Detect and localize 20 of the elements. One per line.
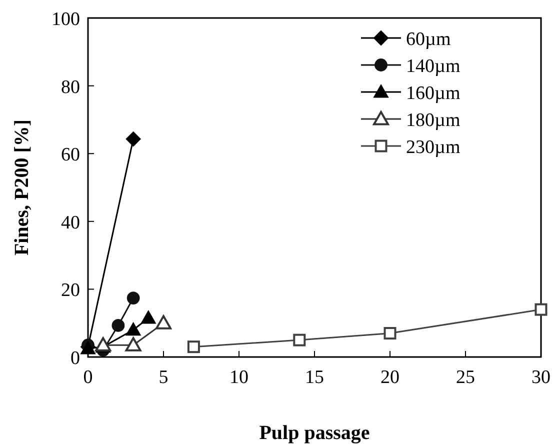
y-axis-title: Fines, P200 [%] <box>11 119 33 256</box>
x-tick-label: 10 <box>230 367 248 388</box>
y-tick-label: 40 <box>61 212 80 234</box>
legend-label: 160µm <box>406 83 460 104</box>
legend-label: 140µm <box>406 56 460 77</box>
x-tick-label: 30 <box>532 367 550 388</box>
x-tick-label: 25 <box>456 367 475 388</box>
y-tick-label: 20 <box>61 280 80 302</box>
x-tick-label: 0 <box>83 367 93 388</box>
y-tick-label: 60 <box>61 144 80 166</box>
y-tick-label: 0 <box>70 348 80 369</box>
x-axis-title: Pulp passage <box>259 422 370 444</box>
legend-label: 60µm <box>406 29 451 50</box>
x-tick-label: 20 <box>380 367 400 388</box>
y-tick-label: 100 <box>52 9 80 30</box>
x-tick-label: 5 <box>158 367 168 388</box>
y-tick-label: 80 <box>61 76 80 98</box>
legend-label: 230µm <box>406 137 460 158</box>
x-tick-label: 15 <box>305 367 324 388</box>
legend-label: 180µm <box>406 110 460 131</box>
